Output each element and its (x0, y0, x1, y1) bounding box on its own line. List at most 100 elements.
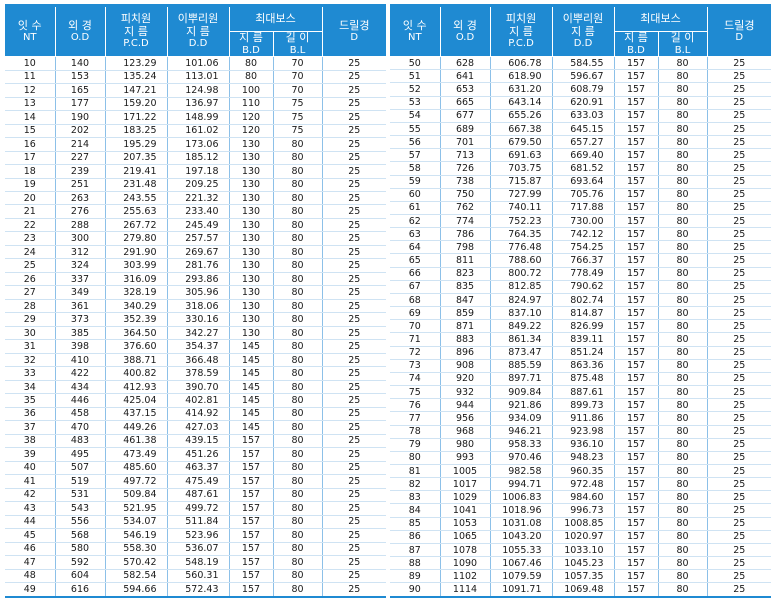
cell-boss-length: 80 (273, 272, 323, 287)
cell-boss-length: 80 (273, 515, 323, 530)
cell-pcd: 449.26 (105, 420, 168, 435)
cell-boss-diameter: 157 (229, 542, 274, 557)
cell-drill: 25 (322, 528, 387, 543)
header-teeth: 잇 수 NT (5, 5, 56, 58)
cell-boss-diameter: 157 (229, 447, 274, 462)
table-row: 25 324 303.99 281.76 130 80 25 (5, 258, 387, 273)
cell-boss-diameter: 130 (229, 245, 274, 260)
cell-outer-diameter: 859 (440, 306, 491, 321)
cell-boss-diameter: 157 (614, 464, 659, 479)
cell-pcd: 885.59 (490, 359, 553, 373)
table-row: 55 689 667.38 645.15 157 80 25 (390, 122, 772, 137)
cell-boss-diameter: 157 (229, 528, 274, 543)
table-row: 53 665 643.14 620.91 157 80 25 (390, 96, 772, 110)
cell-teeth: 56 (390, 135, 441, 150)
cell-outer-diameter: 361 (55, 299, 106, 314)
cell-boss-length: 80 (273, 447, 323, 462)
cell-drill: 25 (322, 204, 387, 219)
cell-outer-diameter: 811 (440, 253, 491, 268)
table-row: 75 932 909.84 887.61 157 80 25 (390, 385, 772, 400)
cell-boss-length: 80 (273, 434, 323, 449)
cell-boss-diameter: 130 (229, 231, 274, 246)
cell-root-diameter: 463.37 (167, 461, 230, 476)
cell-drill: 25 (322, 56, 387, 71)
cell-boss-length: 80 (658, 201, 708, 216)
cell-boss-diameter: 157 (614, 398, 659, 413)
cell-boss-diameter: 130 (229, 204, 274, 219)
cell-boss-length: 80 (658, 69, 708, 84)
cell-pcd: 970.46 (490, 451, 553, 465)
cell-outer-diameter: 349 (55, 285, 106, 300)
cell-root-diameter: 984.60 (552, 490, 615, 505)
table-row: 84 1041 1018.96 996.73 157 80 25 (390, 503, 772, 518)
cell-boss-diameter: 130 (229, 272, 274, 287)
cell-pcd: 570.42 (105, 555, 168, 570)
cell-boss-length: 80 (658, 175, 708, 189)
cell-outer-diameter: 385 (55, 326, 106, 341)
table-row: 52 653 631.20 608.79 157 80 25 (390, 82, 772, 97)
cell-boss-length: 80 (273, 299, 323, 314)
cell-outer-diameter: 713 (440, 148, 491, 163)
cell-outer-diameter: 1017 (440, 477, 491, 492)
table-row: 12 165 147.21 124.98 100 70 25 (5, 83, 387, 98)
cell-outer-diameter: 190 (55, 110, 106, 125)
cell-boss-diameter: 157 (229, 515, 274, 530)
cell-drill: 25 (322, 272, 387, 287)
cell-outer-diameter: 677 (440, 109, 491, 123)
table-row: 13 177 159.20 136.97 110 75 25 (5, 97, 387, 112)
cell-boss-diameter: 130 (229, 137, 274, 152)
cell-teeth: 57 (390, 148, 441, 163)
cell-root-diameter: 148.99 (167, 110, 230, 125)
cell-boss-length: 80 (273, 178, 323, 193)
cell-drill: 25 (322, 366, 387, 381)
cell-teeth: 45 (5, 528, 56, 543)
table-row: 46 580 558.30 536.07 157 80 25 (5, 542, 387, 557)
cell-root-diameter: 681.52 (552, 161, 615, 176)
cell-outer-diameter: 458 (55, 407, 106, 422)
cell-boss-length: 80 (273, 528, 323, 543)
cell-teeth: 76 (390, 398, 441, 413)
cell-teeth: 26 (5, 272, 56, 287)
cell-pcd: 291.90 (105, 245, 168, 260)
table-row: 15 202 183.25 161.02 120 75 25 (5, 124, 387, 139)
cell-drill: 25 (707, 372, 772, 387)
table-row: 37 470 449.26 427.03 145 80 25 (5, 420, 387, 435)
cell-teeth: 87 (390, 543, 441, 558)
cell-drill: 25 (322, 474, 387, 489)
cell-boss-diameter: 157 (614, 161, 659, 176)
cell-teeth: 61 (390, 201, 441, 216)
cell-outer-diameter: 798 (440, 240, 491, 255)
cell-boss-length: 80 (658, 82, 708, 97)
cell-pcd: 776.48 (490, 240, 553, 255)
table-row: 60 750 727.99 705.76 157 80 25 (390, 188, 772, 202)
cell-drill: 25 (322, 231, 387, 246)
cell-pcd: 764.35 (490, 227, 553, 242)
table-row: 48 604 582.54 560.31 157 80 25 (5, 569, 387, 584)
cell-pcd: 703.75 (490, 161, 553, 176)
cell-root-diameter: 209.25 (167, 178, 230, 193)
cell-root-diameter: 730.00 (552, 214, 615, 229)
cell-drill: 25 (322, 569, 387, 584)
cell-root-diameter: 608.79 (552, 82, 615, 97)
table-row: 61 762 740.11 717.88 157 80 25 (390, 201, 772, 216)
table-row: 58 726 703.75 681.52 157 80 25 (390, 161, 772, 176)
cell-outer-diameter: 920 (440, 372, 491, 387)
cell-boss-length: 80 (658, 346, 708, 360)
cell-drill: 25 (322, 70, 387, 85)
cell-teeth: 16 (5, 137, 56, 152)
cell-outer-diameter: 726 (440, 161, 491, 176)
cell-outer-diameter: 1041 (440, 503, 491, 518)
cell-boss-diameter: 120 (229, 124, 274, 139)
cell-boss-length: 80 (658, 503, 708, 518)
cell-teeth: 42 (5, 488, 56, 503)
table-row: 39 495 473.49 451.26 157 80 25 (5, 447, 387, 462)
table-row: 69 859 837.10 814.87 157 80 25 (390, 306, 772, 321)
cell-root-diameter: 584.55 (552, 56, 615, 71)
table-row: 86 1065 1043.20 1020.97 157 80 25 (390, 530, 772, 544)
table-row: 79 980 958.33 936.10 157 80 25 (390, 438, 772, 452)
cell-boss-diameter: 157 (229, 434, 274, 449)
cell-drill: 25 (322, 137, 387, 152)
cell-boss-length: 80 (273, 258, 323, 273)
cell-teeth: 88 (390, 556, 441, 571)
cell-boss-length: 80 (658, 582, 708, 598)
